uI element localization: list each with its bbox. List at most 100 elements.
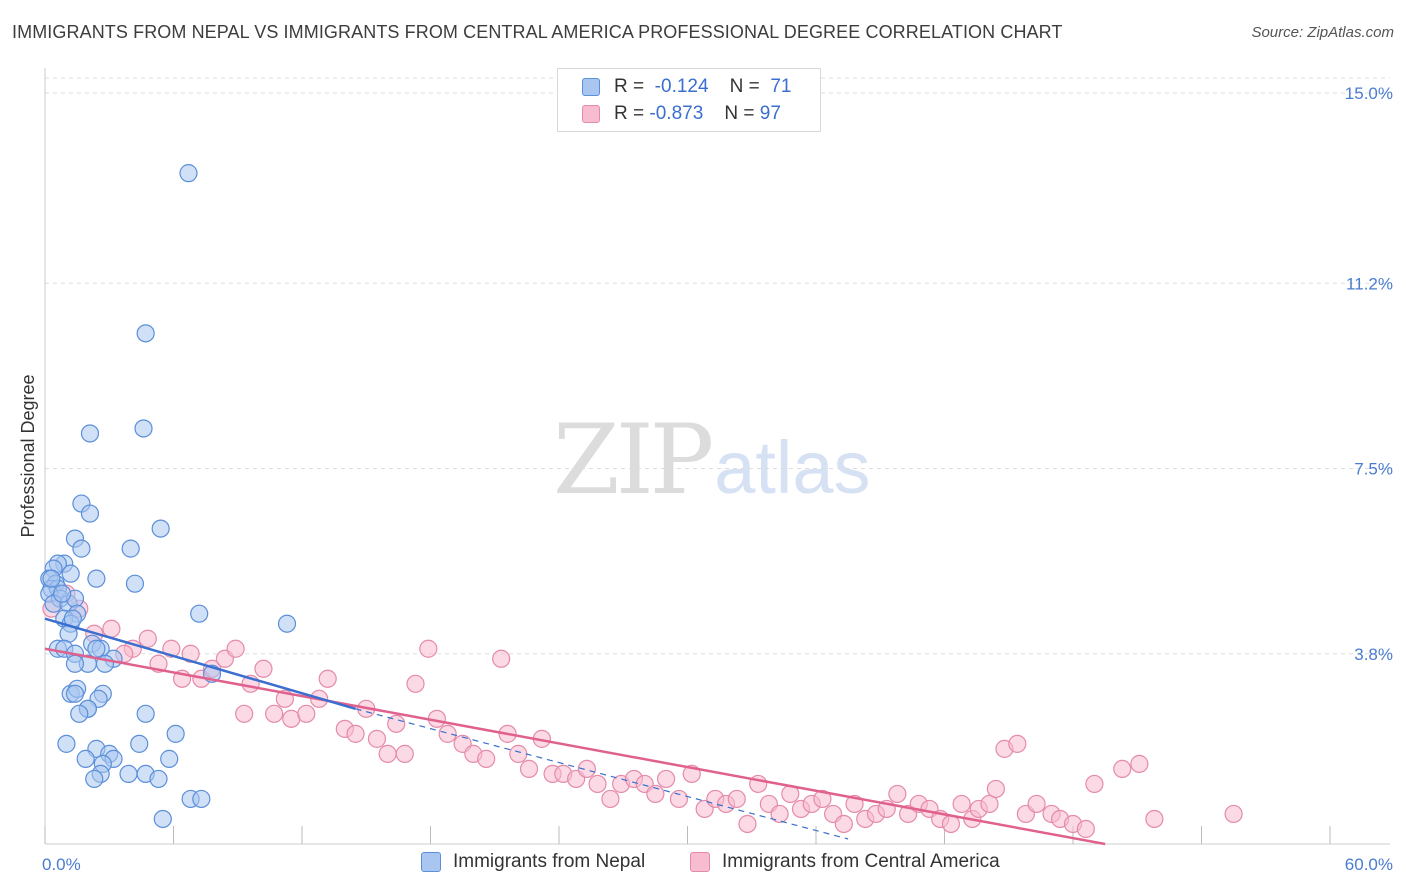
central-america-point <box>986 779 1006 799</box>
central-america-point <box>367 729 387 748</box>
source-credit: Source: ZipAtlas.com <box>1251 24 1394 41</box>
central-america-point <box>102 619 121 638</box>
central-america-point <box>509 744 528 763</box>
series-legend-swatch-nepal <box>421 852 441 872</box>
nepal-point <box>80 504 100 523</box>
nepal-point <box>42 569 61 588</box>
central-america-point <box>834 814 853 834</box>
nepal-point <box>277 614 297 633</box>
central-america-point <box>980 794 999 814</box>
chart-title: IMMIGRANTS FROM NEPAL VS IMMIGRANTS FROM… <box>12 22 1063 42</box>
nepal-point <box>65 684 85 703</box>
legend-n-label: N = <box>729 76 760 97</box>
central-america-trend-line <box>44 647 1106 846</box>
central-america-point <box>888 784 907 804</box>
central-america-point <box>254 659 273 678</box>
series-legend-label-nepal: Immigrants from Nepal <box>453 851 646 872</box>
legend-n-value: 71 <box>770 76 792 97</box>
central-america-point <box>438 724 457 743</box>
nepal-point <box>70 704 89 723</box>
central-america-point <box>1145 809 1164 829</box>
label-layer: 3.8% 7.5% 11.2% 15.0% 0.0% 60.0% Professional … <box>18 84 1393 874</box>
central-america-point <box>477 749 496 768</box>
central-america-point <box>1008 734 1027 753</box>
series-legend-item-central-america[interactable]: Immigrants from Central America <box>690 851 1000 873</box>
central-america-point <box>519 759 539 779</box>
y-tick-label: 7.5% <box>1354 460 1393 479</box>
legend-swatch-nepal <box>582 78 600 96</box>
grid-layer <box>45 77 1390 655</box>
series-legend: Immigrants from Nepal Immigrants from Ce… <box>0 851 1406 877</box>
y-tick-label: 3.8% <box>1354 645 1393 664</box>
nepal-point <box>190 604 209 623</box>
nepal-trend-line <box>44 617 356 711</box>
nepal-point <box>125 574 145 593</box>
nepal-point <box>130 734 149 753</box>
nepal-point <box>61 564 80 583</box>
central-america-point <box>1085 774 1104 794</box>
points-layer <box>40 164 1243 839</box>
nepal-point <box>80 424 100 443</box>
nepal-point <box>160 749 179 768</box>
legend-r-value: -0.124 <box>654 76 709 97</box>
nepal-point <box>87 639 106 658</box>
nepal-point <box>72 539 91 558</box>
legend-row-nepal: R = -0.124 N = 71 <box>582 74 791 100</box>
central-america-point <box>406 674 425 693</box>
central-america-point <box>1130 754 1149 773</box>
central-america-point <box>318 669 337 688</box>
series-legend-swatch-central-america <box>690 852 710 872</box>
central-america-point <box>378 744 397 763</box>
nepal-point <box>87 569 106 588</box>
central-america-point <box>138 629 157 648</box>
central-america-point <box>1027 794 1046 814</box>
central-america-point <box>588 774 607 794</box>
central-america-point <box>1224 804 1243 824</box>
x-tick-label-min: 0.0% <box>42 855 81 874</box>
central-america-point <box>770 804 789 824</box>
nepal-point <box>76 749 95 768</box>
central-america-point <box>226 639 245 658</box>
trend-layer <box>44 617 1106 846</box>
central-america-point <box>952 794 971 814</box>
central-america-point <box>577 759 596 779</box>
y-tick-label: 11.2% <box>1346 274 1393 293</box>
central-america-point <box>346 724 365 743</box>
legend-r-label: R = <box>614 103 645 124</box>
x-tick-label-max: 60.0% <box>1345 855 1393 874</box>
series-legend-label-central-america: Immigrants from Central America <box>722 851 1000 872</box>
legend-swatch-central-america <box>582 105 600 123</box>
central-america-point <box>646 784 665 804</box>
y-axis-title: Professional Degree <box>18 374 38 537</box>
central-america-point <box>669 789 689 809</box>
nepal-trend-extension <box>355 708 849 840</box>
nepal-point <box>166 724 185 743</box>
legend-n-label: N = <box>724 103 755 124</box>
legend-row-central-america: R = -0.873 N = 97 <box>582 101 781 127</box>
series-legend-item-nepal[interactable]: Immigrants from Nepal <box>421 851 645 873</box>
central-america-point <box>235 704 254 723</box>
legend-r-value: -0.873 <box>649 103 704 124</box>
legend-n-value: 97 <box>759 103 781 124</box>
central-america-point <box>941 814 961 834</box>
central-america-point <box>387 714 406 733</box>
nepal-point <box>149 769 168 789</box>
nepal-point <box>121 539 140 558</box>
nepal-point <box>151 519 170 538</box>
central-america-point <box>601 789 620 809</box>
central-america-point <box>297 704 316 723</box>
nepal-point <box>192 789 211 809</box>
axis-layer <box>44 68 1390 845</box>
central-america-point <box>1076 819 1095 839</box>
nepal-point <box>57 734 76 753</box>
nepal-point <box>53 584 72 603</box>
legend-r-label: R = <box>614 76 645 97</box>
central-america-point <box>395 744 414 763</box>
nepal-point <box>134 419 153 438</box>
nepal-point <box>179 164 198 183</box>
central-america-point <box>813 789 832 809</box>
central-america-point <box>727 789 746 809</box>
central-america-point <box>656 769 676 789</box>
central-america-point <box>738 814 757 834</box>
